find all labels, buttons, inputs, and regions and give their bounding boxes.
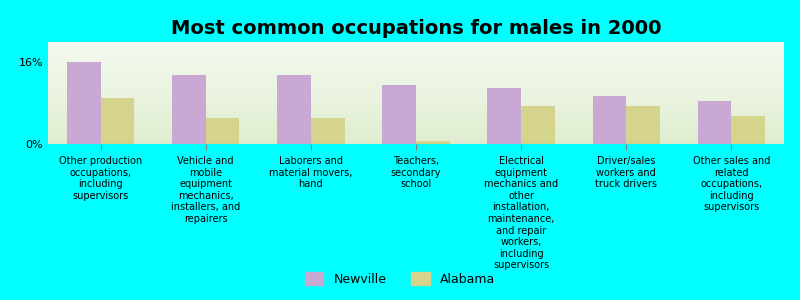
Bar: [487, 88, 521, 144]
Bar: [521, 106, 554, 144]
Bar: [416, 141, 450, 144]
Bar: [206, 118, 239, 144]
Text: Other sales and
related
occupations,
including
supervisors: Other sales and related occupations, inc…: [693, 156, 770, 212]
Text: Driver/sales
workers and
truck drivers: Driver/sales workers and truck drivers: [595, 156, 658, 189]
Bar: [278, 75, 311, 144]
Bar: [311, 118, 345, 144]
Title: Most common occupations for males in 2000: Most common occupations for males in 200…: [170, 19, 662, 38]
Bar: [626, 106, 660, 144]
Bar: [593, 95, 626, 144]
Legend: Newville, Alabama: Newville, Alabama: [300, 267, 500, 291]
Bar: [172, 75, 206, 144]
Text: Teachers,
secondary
school: Teachers, secondary school: [390, 156, 442, 189]
Text: Vehicle and
mobile
equipment
mechanics,
installers, and
repairers: Vehicle and mobile equipment mechanics, …: [171, 156, 240, 224]
Bar: [67, 62, 101, 144]
Bar: [698, 100, 731, 144]
Text: Other production
occupations,
including
supervisors: Other production occupations, including …: [59, 156, 142, 201]
Bar: [382, 85, 416, 144]
Text: Laborers and
material movers,
hand: Laborers and material movers, hand: [269, 156, 353, 189]
Text: Electrical
equipment
mechanics and
other
installation,
maintenance,
and repair
w: Electrical equipment mechanics and other…: [484, 156, 558, 270]
Bar: [101, 98, 134, 144]
Bar: [731, 116, 765, 144]
